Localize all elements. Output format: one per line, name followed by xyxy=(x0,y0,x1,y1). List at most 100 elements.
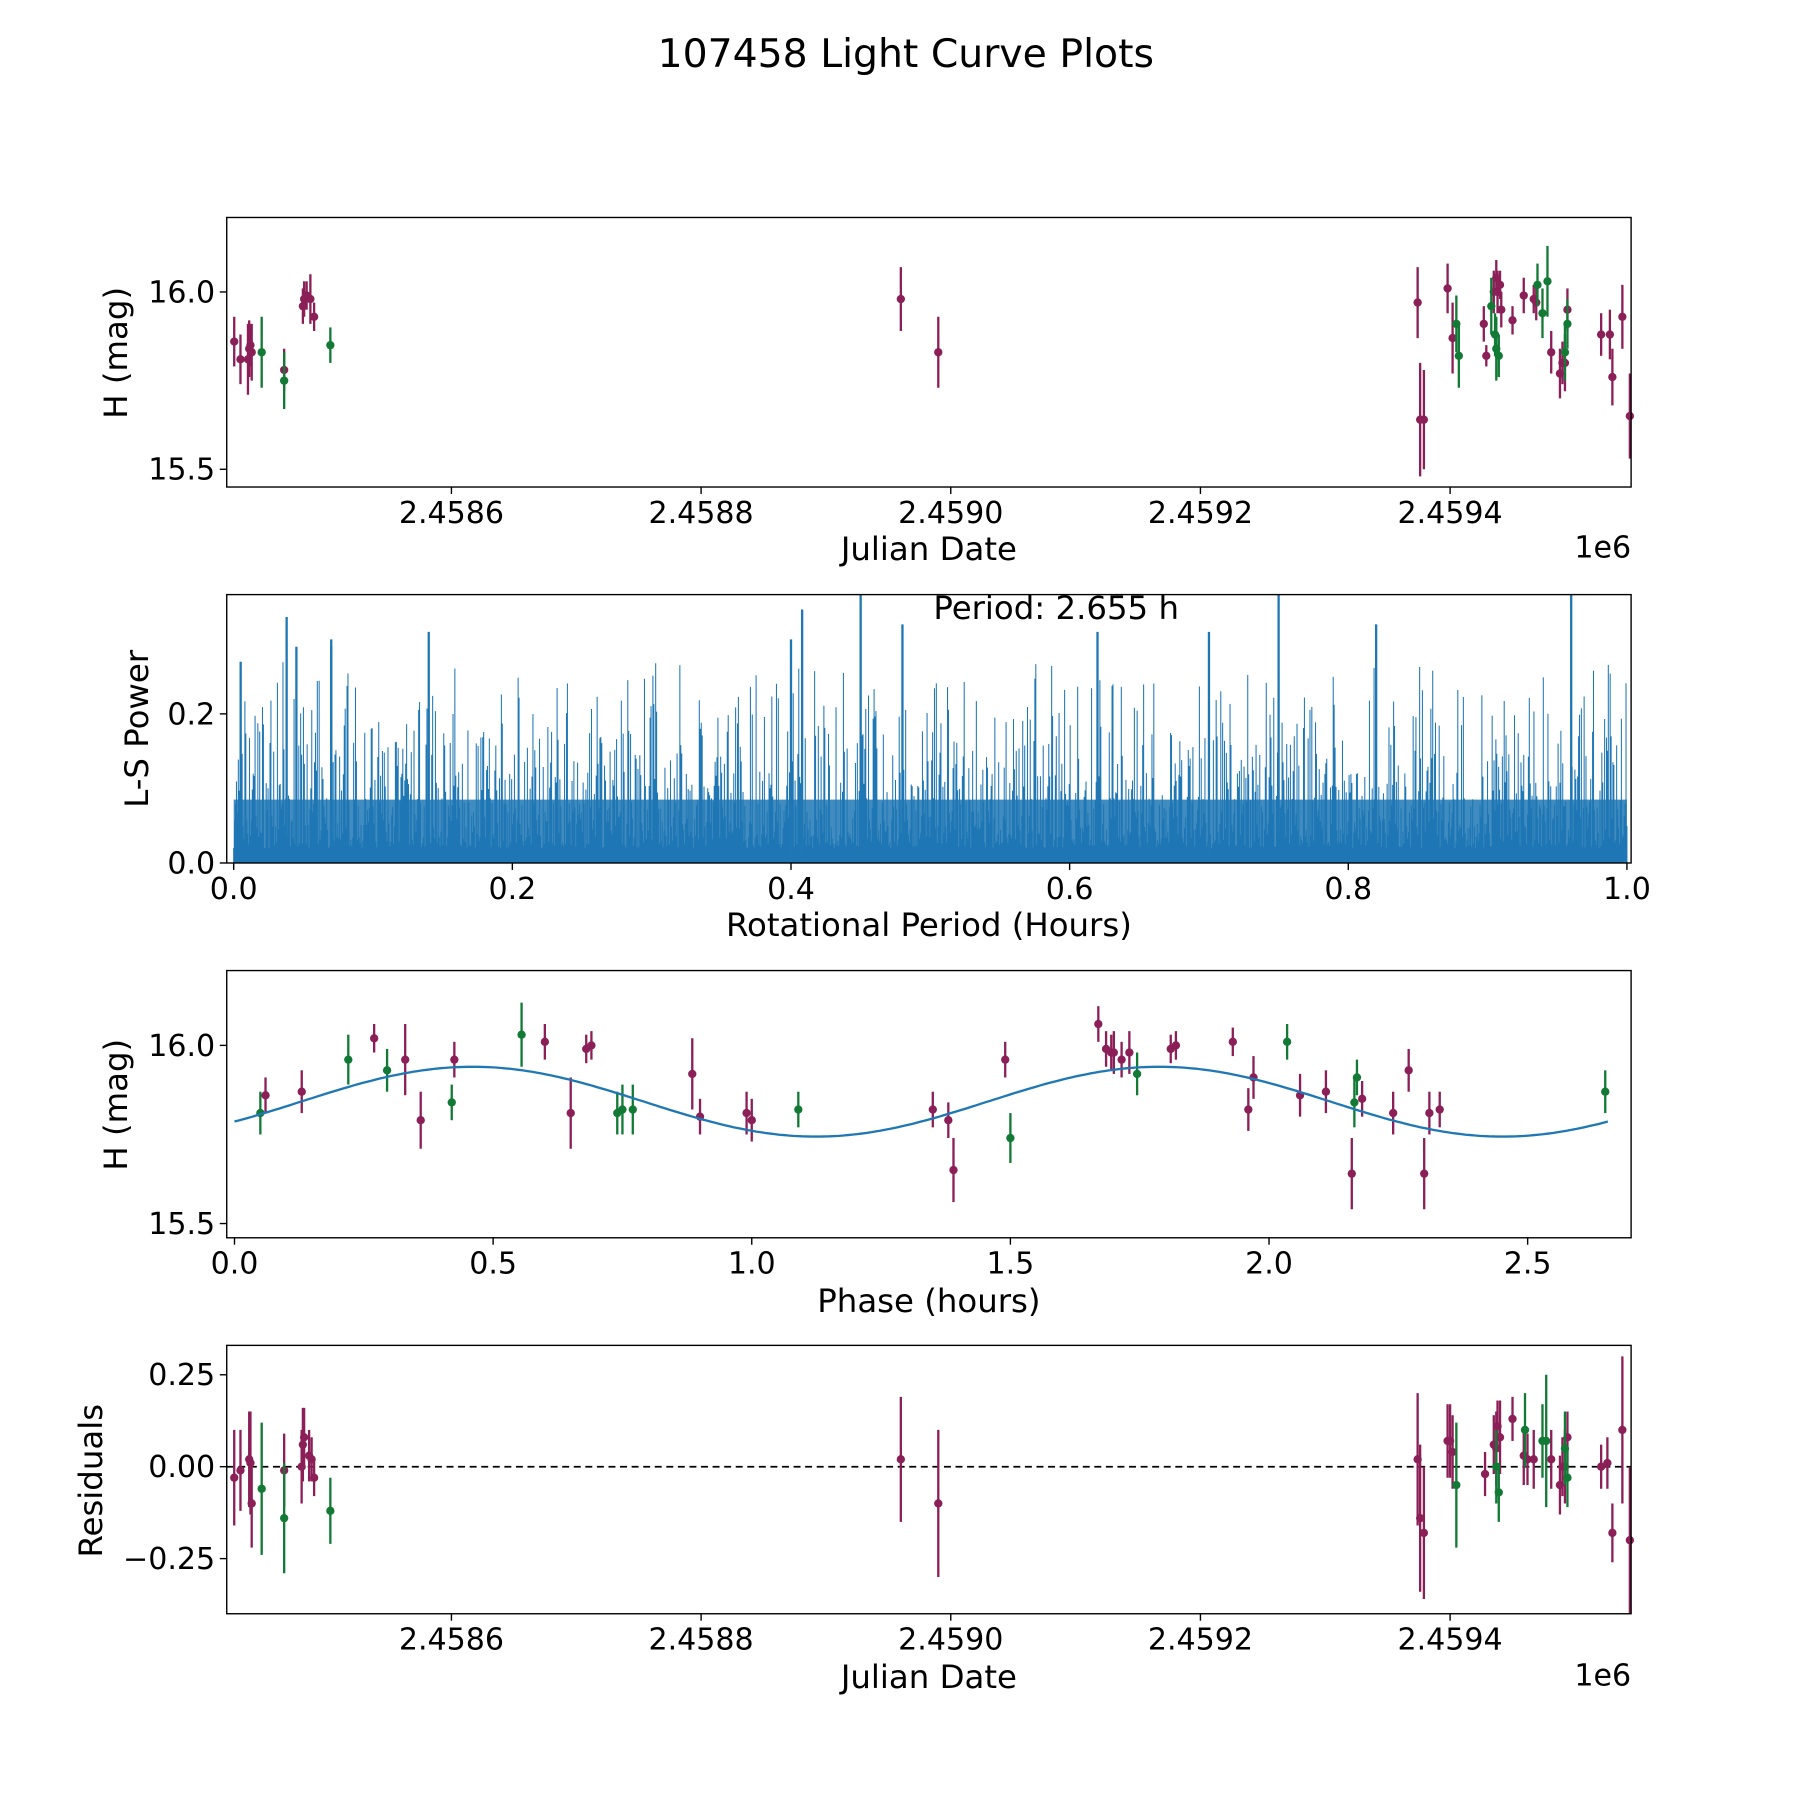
residuals-point xyxy=(1618,1425,1627,1435)
lightcurve-point xyxy=(1608,372,1617,382)
periodogram-xtick-label: 0.2 xyxy=(488,872,536,907)
periodogram-xtick-label: 0.6 xyxy=(1046,872,1094,907)
lightcurve-ytick-label: 16.0 xyxy=(148,275,215,310)
periodogram-xtick-label: 1.0 xyxy=(1603,872,1651,907)
lightcurve-xtick-label: 2.4588 xyxy=(648,496,753,531)
phased-point xyxy=(1350,1098,1359,1107)
lightcurve-ytick-label: 15.5 xyxy=(148,453,215,488)
phased-point xyxy=(688,1069,697,1079)
lightcurve-point xyxy=(1454,351,1464,360)
residuals-xtick-label: 2.4594 xyxy=(1397,1623,1502,1658)
phased-point xyxy=(416,1116,425,1125)
phased-point xyxy=(344,1055,353,1064)
residuals-point xyxy=(1508,1414,1517,1424)
phased-point xyxy=(1435,1105,1444,1114)
residuals-ylabel: Residuals xyxy=(72,1404,110,1558)
lightcurve-point xyxy=(1596,330,1606,339)
phased-point xyxy=(1094,1019,1103,1029)
lightcurve-point xyxy=(1547,348,1556,357)
phased-point xyxy=(1357,1094,1367,1103)
lightcurve-point xyxy=(326,340,335,350)
phased-point xyxy=(628,1105,637,1114)
lightcurve-point xyxy=(279,376,289,385)
residuals-ytick-label: 0.25 xyxy=(148,1358,215,1393)
lightcurve-xtick-label: 2.4594 xyxy=(1397,496,1502,531)
residuals-point xyxy=(279,1514,289,1523)
lightcurve-point xyxy=(1413,298,1422,307)
periodogram-ytick-label: 0.0 xyxy=(167,846,215,881)
lightcurve-point xyxy=(1487,301,1496,311)
lightcurve-point xyxy=(1519,291,1528,300)
lightcurve-point xyxy=(1497,305,1506,314)
residuals-point xyxy=(1542,1436,1551,1446)
periodogram-xtick-label: 0.8 xyxy=(1324,872,1372,907)
phased-xtick-label: 2.5 xyxy=(1504,1247,1552,1282)
phased-point xyxy=(794,1105,803,1114)
figure-title: 107458 Light Curve Plots xyxy=(658,31,1154,77)
phased-ylabel: H (mag) xyxy=(97,1039,135,1171)
lightcurve-point xyxy=(1532,298,1541,307)
lightcurve-point xyxy=(1538,309,1547,318)
phased-point xyxy=(1228,1037,1237,1046)
periodogram-dense-fill xyxy=(233,799,1627,863)
phased-point xyxy=(447,1098,456,1107)
phased-panel: 0.0 0.5 1.0 1.5 2.0 2.5 15.5 16.0 Phase (hours)… xyxy=(97,969,1632,1320)
phased-xlabel: Phase (hours) xyxy=(817,1282,1040,1320)
phased-point xyxy=(587,1041,596,1050)
residuals-point xyxy=(896,1455,905,1464)
phased-point xyxy=(1425,1108,1434,1118)
lightcurve-point xyxy=(1625,411,1635,421)
model-curve xyxy=(234,1065,1609,1138)
phased-point xyxy=(618,1105,627,1114)
lightcurve-offset-label: 1e6 xyxy=(1574,531,1631,566)
phased-point xyxy=(928,1105,937,1114)
residuals-axes-frame xyxy=(226,1344,1632,1615)
phased-xtick-label: 0.0 xyxy=(211,1247,259,1282)
residuals-xtick-label: 2.4592 xyxy=(1148,1623,1253,1658)
phased-point xyxy=(949,1165,958,1175)
lightcurve-xlabel: Julian Date xyxy=(839,530,1017,568)
lightcurve-point xyxy=(246,340,255,350)
lightcurve-point xyxy=(1605,330,1615,339)
phased-xtick-label: 1.5 xyxy=(986,1247,1034,1282)
residuals-ytick-label: 0.00 xyxy=(148,1450,215,1485)
residuals-point xyxy=(1480,1469,1490,1479)
phased-point xyxy=(401,1055,410,1064)
residuals-point xyxy=(1495,1433,1505,1442)
phased-point xyxy=(1171,1041,1181,1050)
residuals-point xyxy=(1563,1473,1572,1482)
phased-point xyxy=(566,1108,575,1118)
phased-point xyxy=(297,1087,306,1096)
phased-point xyxy=(1244,1105,1253,1114)
lightcurve-panel: 2.4586 2.4588 2.4590 2.4592 2.4594 15.5 16.0 J… xyxy=(97,216,1635,568)
lightcurve-point xyxy=(896,294,905,304)
lightcurve-point xyxy=(309,312,319,321)
periodogram-panel: 0.0 0.2 0.4 0.6 0.8 1.0 0.0 0.2 Period: 2.655 h… xyxy=(118,589,1651,944)
lightcurve-point xyxy=(1479,319,1488,329)
lightcurve-point xyxy=(1482,351,1491,360)
lightcurve-point xyxy=(230,337,239,346)
residuals-point xyxy=(1608,1528,1617,1538)
lightcurve-point xyxy=(247,348,256,357)
lightcurve-point xyxy=(1508,316,1517,325)
residuals-point xyxy=(309,1473,319,1482)
residuals-point xyxy=(1603,1458,1612,1468)
lightcurve-point xyxy=(1543,277,1552,286)
periodogram-ylabel: L-S Power xyxy=(118,649,156,808)
lightcurve-point xyxy=(257,348,266,357)
phased-point xyxy=(1388,1108,1398,1118)
periodogram-xlabel: Rotational Period (Hours) xyxy=(726,906,1132,944)
phased-axes-frame xyxy=(226,969,1632,1239)
residuals-point xyxy=(298,1440,308,1449)
lightcurve-xtick-label: 2.4590 xyxy=(898,496,1003,531)
lightcurve-xtick-label: 2.4586 xyxy=(399,496,504,531)
residuals-point xyxy=(1448,1447,1457,1457)
phased-xtick-label: 0.5 xyxy=(469,1247,517,1282)
residuals-point xyxy=(1520,1425,1530,1435)
periodogram-ytick-label: 0.2 xyxy=(167,697,215,732)
lightcurve-point xyxy=(1419,415,1429,424)
residuals-point xyxy=(326,1506,335,1515)
phased-point xyxy=(1282,1037,1292,1046)
residuals-point xyxy=(1547,1455,1556,1464)
